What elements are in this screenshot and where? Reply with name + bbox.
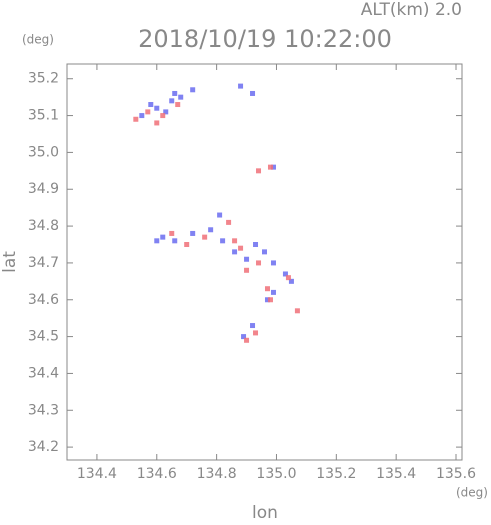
x-tick-label: 135.6 [436, 466, 476, 482]
y-tick-label: 34.8 [28, 218, 59, 234]
echo-point [154, 105, 160, 111]
echo-point [220, 238, 226, 244]
echo-point [270, 164, 276, 170]
y-unit: (deg) [22, 33, 54, 47]
echo-point [148, 102, 154, 108]
x-tick-label: 134.8 [197, 466, 237, 482]
altitude: ALT(km) 2.0 [361, 0, 462, 20]
echo-point [172, 238, 178, 244]
echo-point [270, 289, 276, 295]
echo-point [208, 227, 214, 233]
y-tick-label: 34.3 [28, 402, 59, 418]
echo-point [264, 286, 270, 292]
echo-point [190, 230, 196, 236]
echo-point [169, 230, 175, 236]
echo-point [288, 278, 294, 284]
y-tick-label: 35.1 [28, 108, 59, 124]
echo-point [154, 238, 160, 244]
x-tick-label: 135.2 [316, 466, 356, 482]
y-tick-label: 34.2 [28, 439, 59, 455]
echo-point [244, 256, 250, 262]
x-unit: (deg) [456, 486, 488, 500]
echo-point [175, 102, 181, 108]
chart-title: 2018/10/19 10:22:00 [138, 25, 392, 53]
echo-point [172, 90, 178, 96]
echo-point [250, 90, 256, 96]
echo-point [217, 212, 223, 218]
echo-point [139, 113, 145, 119]
echo-point [232, 238, 238, 244]
echo-point [178, 94, 184, 100]
y-tick-label: 34.5 [28, 329, 59, 345]
x-tick-label: 134.4 [77, 466, 117, 482]
y-tick-label: 34.9 [28, 181, 59, 197]
echo-point [282, 271, 288, 277]
echo-point [244, 337, 250, 343]
echo-point [244, 267, 250, 273]
echo-point [169, 98, 175, 104]
echo-point [160, 113, 166, 119]
plot-frame [66, 63, 463, 461]
echo-point [238, 245, 244, 251]
y-axis-label: lat [0, 251, 20, 273]
echo-point [184, 242, 190, 248]
echo-point [160, 234, 166, 240]
echo-point [241, 334, 247, 340]
y-tick-label: 34.7 [28, 255, 59, 271]
echo-point [154, 120, 160, 126]
echo-point [250, 323, 256, 329]
echo-point [145, 109, 151, 115]
echo-point [238, 83, 244, 89]
echo-point [133, 116, 139, 122]
echo-point [256, 168, 262, 174]
echo-point [294, 308, 300, 314]
x-tick-label: 134.6 [137, 466, 177, 482]
echo-point [190, 87, 196, 93]
x-tick-label: 135.4 [376, 466, 416, 482]
echo-point [232, 249, 238, 255]
echo-point [163, 109, 169, 115]
echo-point [262, 249, 267, 255]
echo-point [256, 260, 262, 266]
echo-point [267, 297, 273, 303]
echo-point [226, 219, 232, 225]
echo-point [285, 275, 291, 281]
echo-point [253, 330, 259, 336]
echo-point [202, 234, 208, 240]
echo-point [264, 297, 270, 303]
x-tick-label: 135.0 [256, 466, 296, 482]
echo-point [267, 164, 273, 170]
y-tick-label: 34.6 [28, 292, 59, 308]
y-tick-label: 35.2 [28, 71, 59, 87]
y-tick-label: 34.4 [28, 365, 59, 381]
x-axis-label: lon [252, 503, 278, 521]
echo-point [270, 260, 276, 266]
y-tick-label: 35.0 [28, 144, 59, 160]
echo-point [253, 242, 259, 248]
